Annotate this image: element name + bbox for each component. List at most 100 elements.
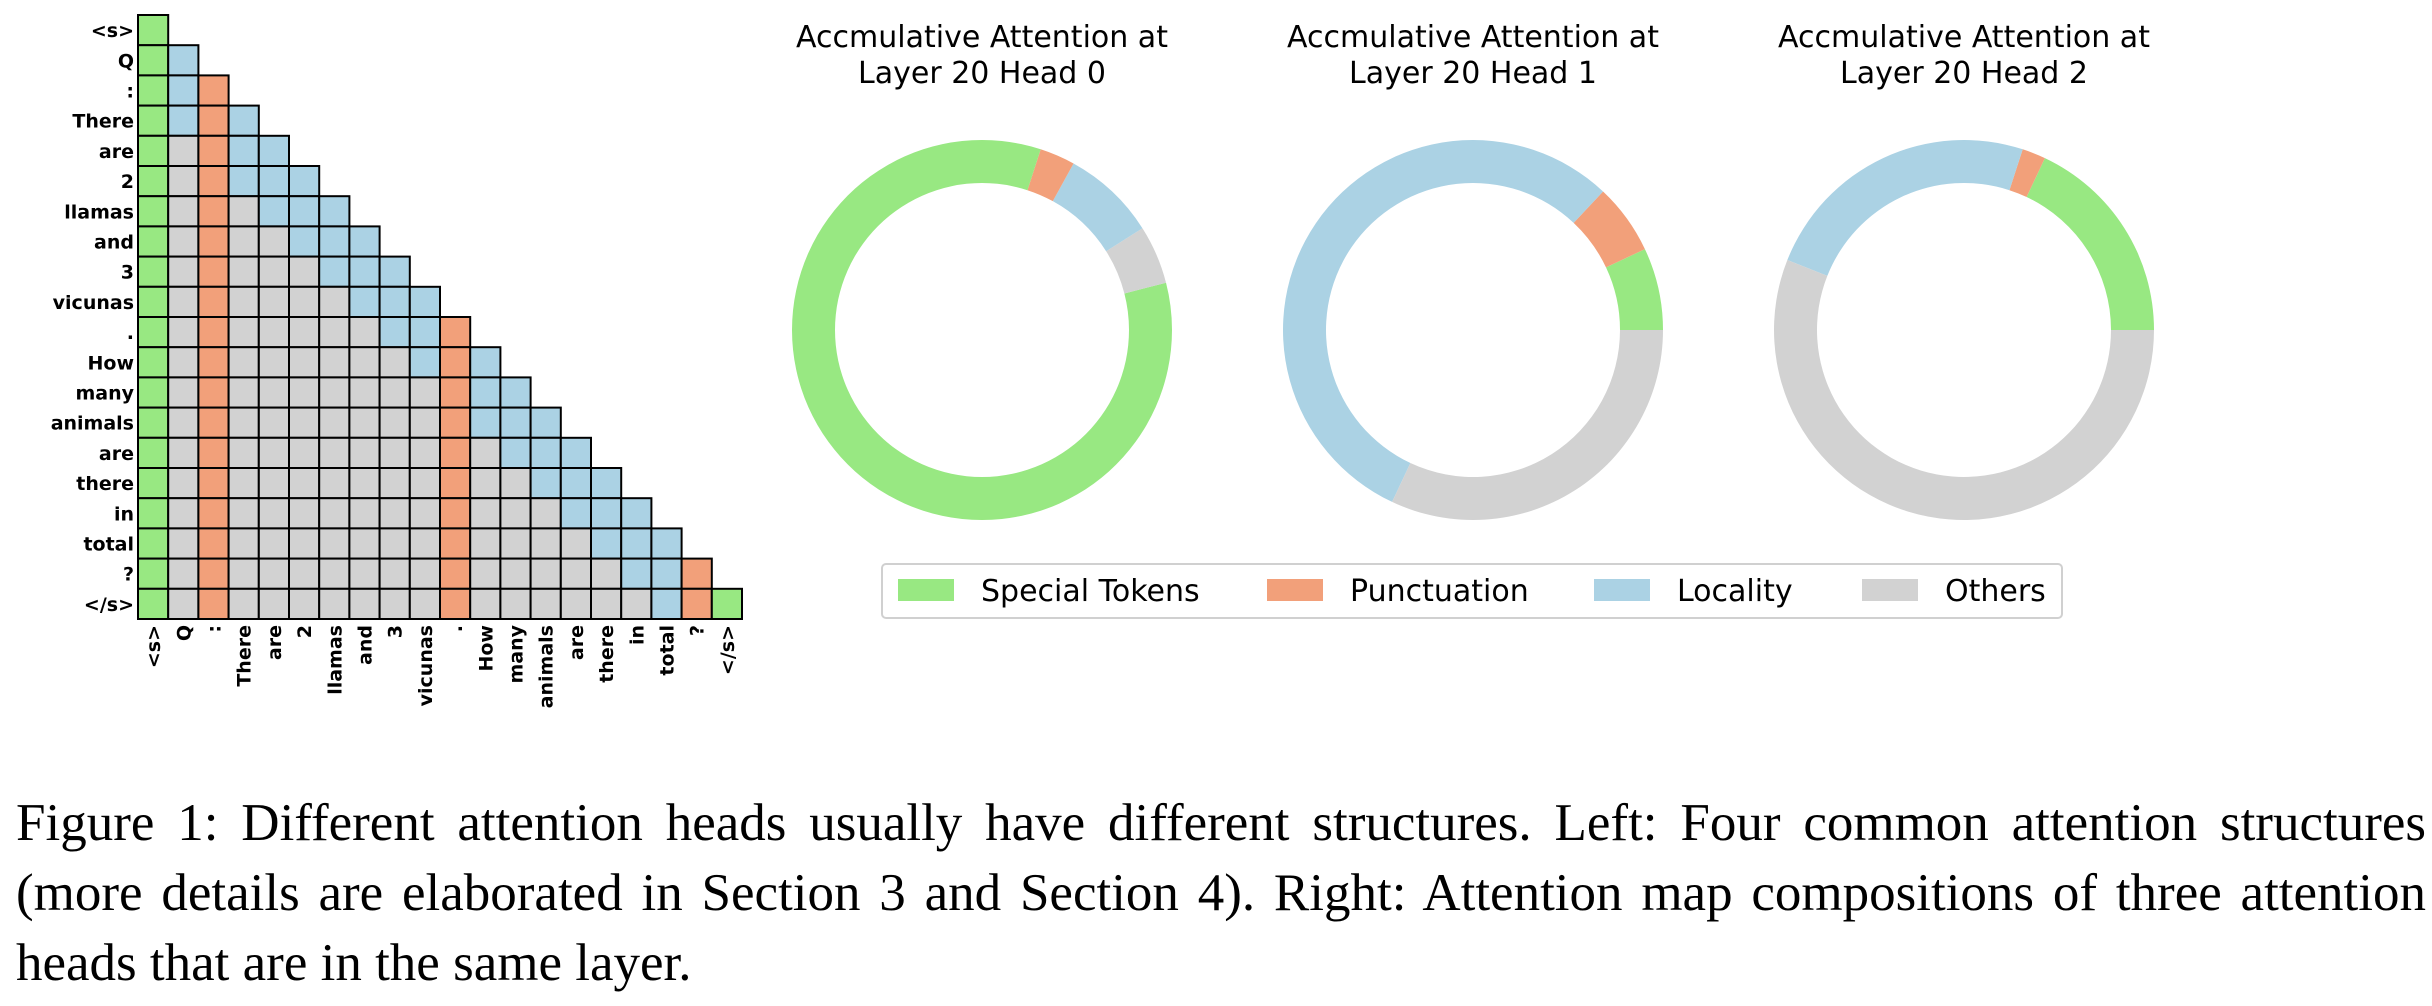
heatmap-cell bbox=[167, 587, 200, 620]
heatmap-cell bbox=[288, 346, 321, 379]
heatmap-cell bbox=[227, 134, 260, 168]
heatmap-cell bbox=[439, 587, 472, 620]
heatmap-cell bbox=[257, 255, 290, 288]
heatmap-cell bbox=[257, 587, 290, 620]
heatmap-cell bbox=[257, 406, 290, 439]
heatmap-cell bbox=[227, 436, 260, 469]
heatmap-cell bbox=[439, 557, 472, 590]
heatmap-cell bbox=[680, 557, 713, 590]
heatmap-cell bbox=[348, 557, 381, 590]
column-label: there bbox=[596, 625, 618, 683]
heatmap-cell bbox=[408, 406, 441, 439]
heatmap-cell bbox=[288, 255, 321, 288]
heatmap-cell bbox=[137, 557, 170, 590]
heatmap-cell bbox=[227, 255, 260, 288]
column-label: total bbox=[657, 625, 679, 676]
heatmap-cell bbox=[257, 557, 290, 590]
heatmap-cell bbox=[620, 557, 653, 590]
heatmap-cell bbox=[167, 104, 200, 137]
heatmap-cell bbox=[288, 376, 321, 409]
heatmap-cell bbox=[378, 587, 411, 620]
heatmap-cell bbox=[378, 255, 411, 288]
heatmap-cell bbox=[378, 285, 411, 318]
heatmap-cell bbox=[469, 587, 502, 620]
heatmap-cell bbox=[137, 406, 170, 439]
heatmap-cell bbox=[137, 104, 170, 137]
column-label: many bbox=[506, 624, 528, 683]
heatmap-cell bbox=[137, 587, 170, 620]
heatmap-cell bbox=[559, 557, 592, 590]
heatmap-cell bbox=[167, 44, 200, 77]
column-label: Q bbox=[173, 625, 195, 641]
row-label: in bbox=[114, 503, 134, 525]
heatmap-cell bbox=[197, 467, 230, 500]
legend-swatch bbox=[1267, 579, 1323, 601]
heatmap-cell bbox=[167, 557, 200, 590]
heatmap-cell bbox=[137, 376, 170, 409]
heatmap-cell bbox=[137, 346, 170, 379]
heatmap-cell bbox=[257, 467, 290, 500]
heatmap-cell bbox=[318, 587, 351, 620]
heatmap-cell bbox=[197, 134, 230, 168]
heatmap-cell bbox=[348, 527, 381, 560]
pie-slice bbox=[1774, 260, 2154, 520]
heatmap-cell bbox=[137, 14, 170, 47]
row-label: and bbox=[94, 232, 134, 254]
row-label: </s> bbox=[84, 594, 134, 616]
heatmap-cell bbox=[227, 316, 260, 349]
pie-title: Accmulative Attention at bbox=[796, 20, 1168, 55]
legend-label: Punctuation bbox=[1350, 574, 1529, 609]
heatmap-cell bbox=[318, 195, 351, 228]
legend-label: Others bbox=[1945, 574, 2046, 609]
pie-title: Layer 20 Head 0 bbox=[858, 56, 1106, 91]
heatmap-cell bbox=[348, 316, 381, 349]
heatmap-cell bbox=[257, 436, 290, 469]
heatmap-cell bbox=[167, 316, 200, 349]
heatmap-cell bbox=[197, 346, 230, 379]
heatmap-cell bbox=[197, 195, 230, 228]
heatmap-cell bbox=[137, 497, 170, 530]
heatmap-cell bbox=[288, 285, 321, 318]
heatmap-cell bbox=[499, 557, 532, 590]
heatmap-cell bbox=[227, 527, 260, 560]
heatmap-cell bbox=[288, 587, 321, 620]
heatmap-cell bbox=[257, 134, 290, 168]
heatmap-cell bbox=[288, 225, 321, 258]
heatmap-cell bbox=[197, 285, 230, 318]
heatmap-cell bbox=[348, 406, 381, 439]
heatmap-cell bbox=[197, 376, 230, 409]
heatmap-cell bbox=[469, 557, 502, 590]
heatmap-cell bbox=[167, 497, 200, 530]
column-label: and bbox=[355, 625, 377, 665]
heatmap-cell bbox=[137, 316, 170, 349]
attention-heatmap: <s><s>QQ::ThereThereareare22llamasllamas… bbox=[51, 14, 743, 708]
column-label: 2 bbox=[294, 625, 316, 638]
legend-swatch bbox=[1594, 579, 1650, 601]
pie-slice bbox=[2026, 158, 2154, 330]
heatmap-cell bbox=[469, 467, 502, 500]
heatmap-cell bbox=[590, 497, 623, 530]
row-label: total bbox=[83, 534, 134, 556]
heatmap-cell bbox=[167, 134, 200, 168]
heatmap-cell bbox=[348, 436, 381, 469]
heatmap-cell bbox=[227, 225, 260, 258]
heatmap-cell bbox=[227, 406, 260, 439]
heatmap-cell bbox=[378, 436, 411, 469]
heatmap-cell bbox=[620, 527, 653, 560]
heatmap-cell bbox=[318, 316, 351, 349]
pie-title: Layer 20 Head 2 bbox=[1840, 56, 2088, 91]
pie-title: Layer 20 Head 1 bbox=[1349, 56, 1597, 91]
heatmap-cell bbox=[348, 587, 381, 620]
heatmap-cell bbox=[197, 104, 230, 137]
heatmap-cell bbox=[408, 557, 441, 590]
heatmap-cell bbox=[227, 557, 260, 590]
heatmap-cell bbox=[590, 467, 623, 500]
row-label: llamas bbox=[64, 201, 134, 223]
row-label: How bbox=[87, 352, 134, 374]
heatmap-cell bbox=[439, 346, 472, 379]
heatmap-cell bbox=[408, 587, 441, 620]
pie-slice bbox=[1106, 228, 1167, 294]
legend-swatch bbox=[898, 579, 954, 601]
row-label: 2 bbox=[121, 171, 134, 193]
